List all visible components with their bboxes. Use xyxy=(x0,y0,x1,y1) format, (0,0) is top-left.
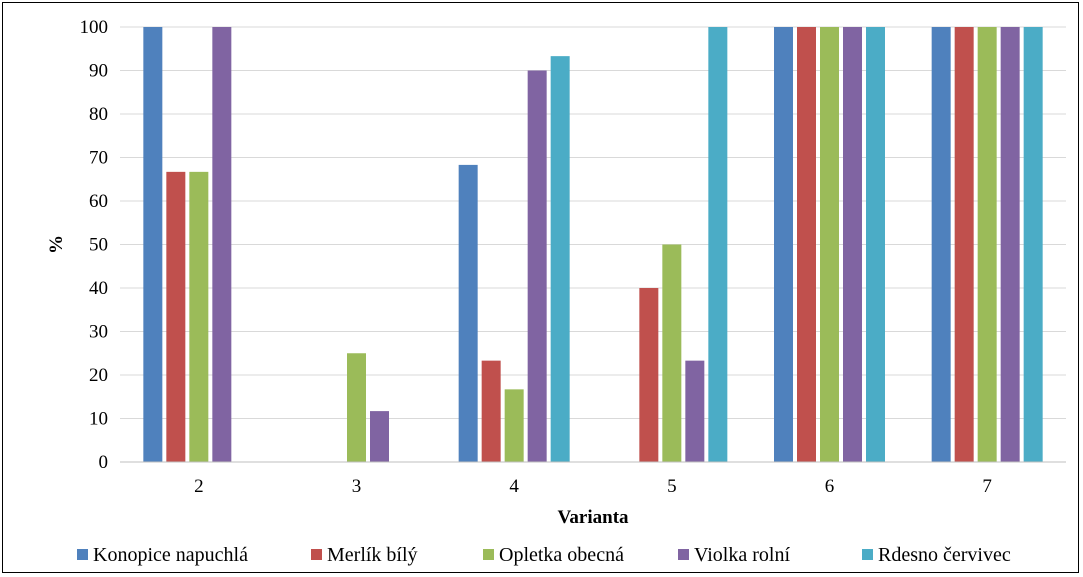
y-axis-title: % xyxy=(46,235,67,254)
x-tick-label: 5 xyxy=(667,476,677,497)
bar xyxy=(977,27,997,462)
x-tick-label: 2 xyxy=(194,476,204,497)
legend-item-label: Konopice napuchlá xyxy=(93,544,248,566)
y-tick-label: 50 xyxy=(89,235,108,256)
y-tick-label: 30 xyxy=(89,322,108,343)
legend-swatch xyxy=(678,549,689,560)
x-axis-ticks: 2 3 4 5 6 7 xyxy=(194,476,992,497)
x-tick-label: 6 xyxy=(825,476,835,497)
gridlines xyxy=(120,26,1066,419)
legend-swatch xyxy=(77,549,88,560)
y-tick-label: 100 xyxy=(80,17,109,38)
bar xyxy=(166,171,186,463)
legend: Konopice napuchlá Merlík bílý Opletka obec… xyxy=(77,544,1011,566)
x-tick-label: 3 xyxy=(352,476,362,497)
bar xyxy=(1000,27,1020,462)
y-axis-ticks: 0 10 20 30 40 50 60 70 80 90 100 xyxy=(80,17,109,473)
legend-item-label: Merlík bílý xyxy=(327,544,418,566)
bar xyxy=(481,360,501,462)
bar xyxy=(866,27,885,462)
y-tick-label: 10 xyxy=(89,409,108,430)
y-tick-label: 40 xyxy=(89,278,108,299)
legend-swatch xyxy=(311,549,322,560)
legend-item-label: Opletka obecná xyxy=(499,544,624,566)
bar xyxy=(143,27,163,462)
y-tick-label: 0 xyxy=(99,452,109,473)
bar xyxy=(662,244,682,462)
bar xyxy=(820,27,839,462)
y-tick-label: 60 xyxy=(89,191,108,212)
y-tick-label: 20 xyxy=(89,365,108,386)
bar xyxy=(708,27,728,462)
y-tick-label: 70 xyxy=(89,148,108,169)
bar xyxy=(685,360,705,462)
bar xyxy=(212,27,232,462)
legend-swatch xyxy=(483,549,494,560)
bar xyxy=(347,353,366,462)
bar xyxy=(931,27,951,462)
y-tick-label: 90 xyxy=(89,61,108,82)
legend-swatch xyxy=(862,549,873,560)
x-tick-label: 4 xyxy=(509,476,519,497)
bar xyxy=(189,171,209,463)
x-tick-label: 7 xyxy=(982,476,992,497)
bar xyxy=(370,411,389,462)
y-tick-label: 80 xyxy=(89,104,108,125)
bar xyxy=(774,27,793,462)
bar xyxy=(504,389,524,462)
legend-item-label: Violka rolní xyxy=(694,544,790,566)
bar xyxy=(458,164,478,462)
bar xyxy=(954,27,974,462)
bars xyxy=(143,27,1043,463)
bar xyxy=(639,288,659,462)
bar xyxy=(797,27,816,462)
bar xyxy=(550,56,570,463)
x-axis-title: Varianta xyxy=(557,507,629,528)
bar xyxy=(843,27,862,462)
legend-item-label: Rdesno červivec xyxy=(878,544,1011,566)
bar xyxy=(527,70,547,462)
bar xyxy=(1023,27,1043,462)
